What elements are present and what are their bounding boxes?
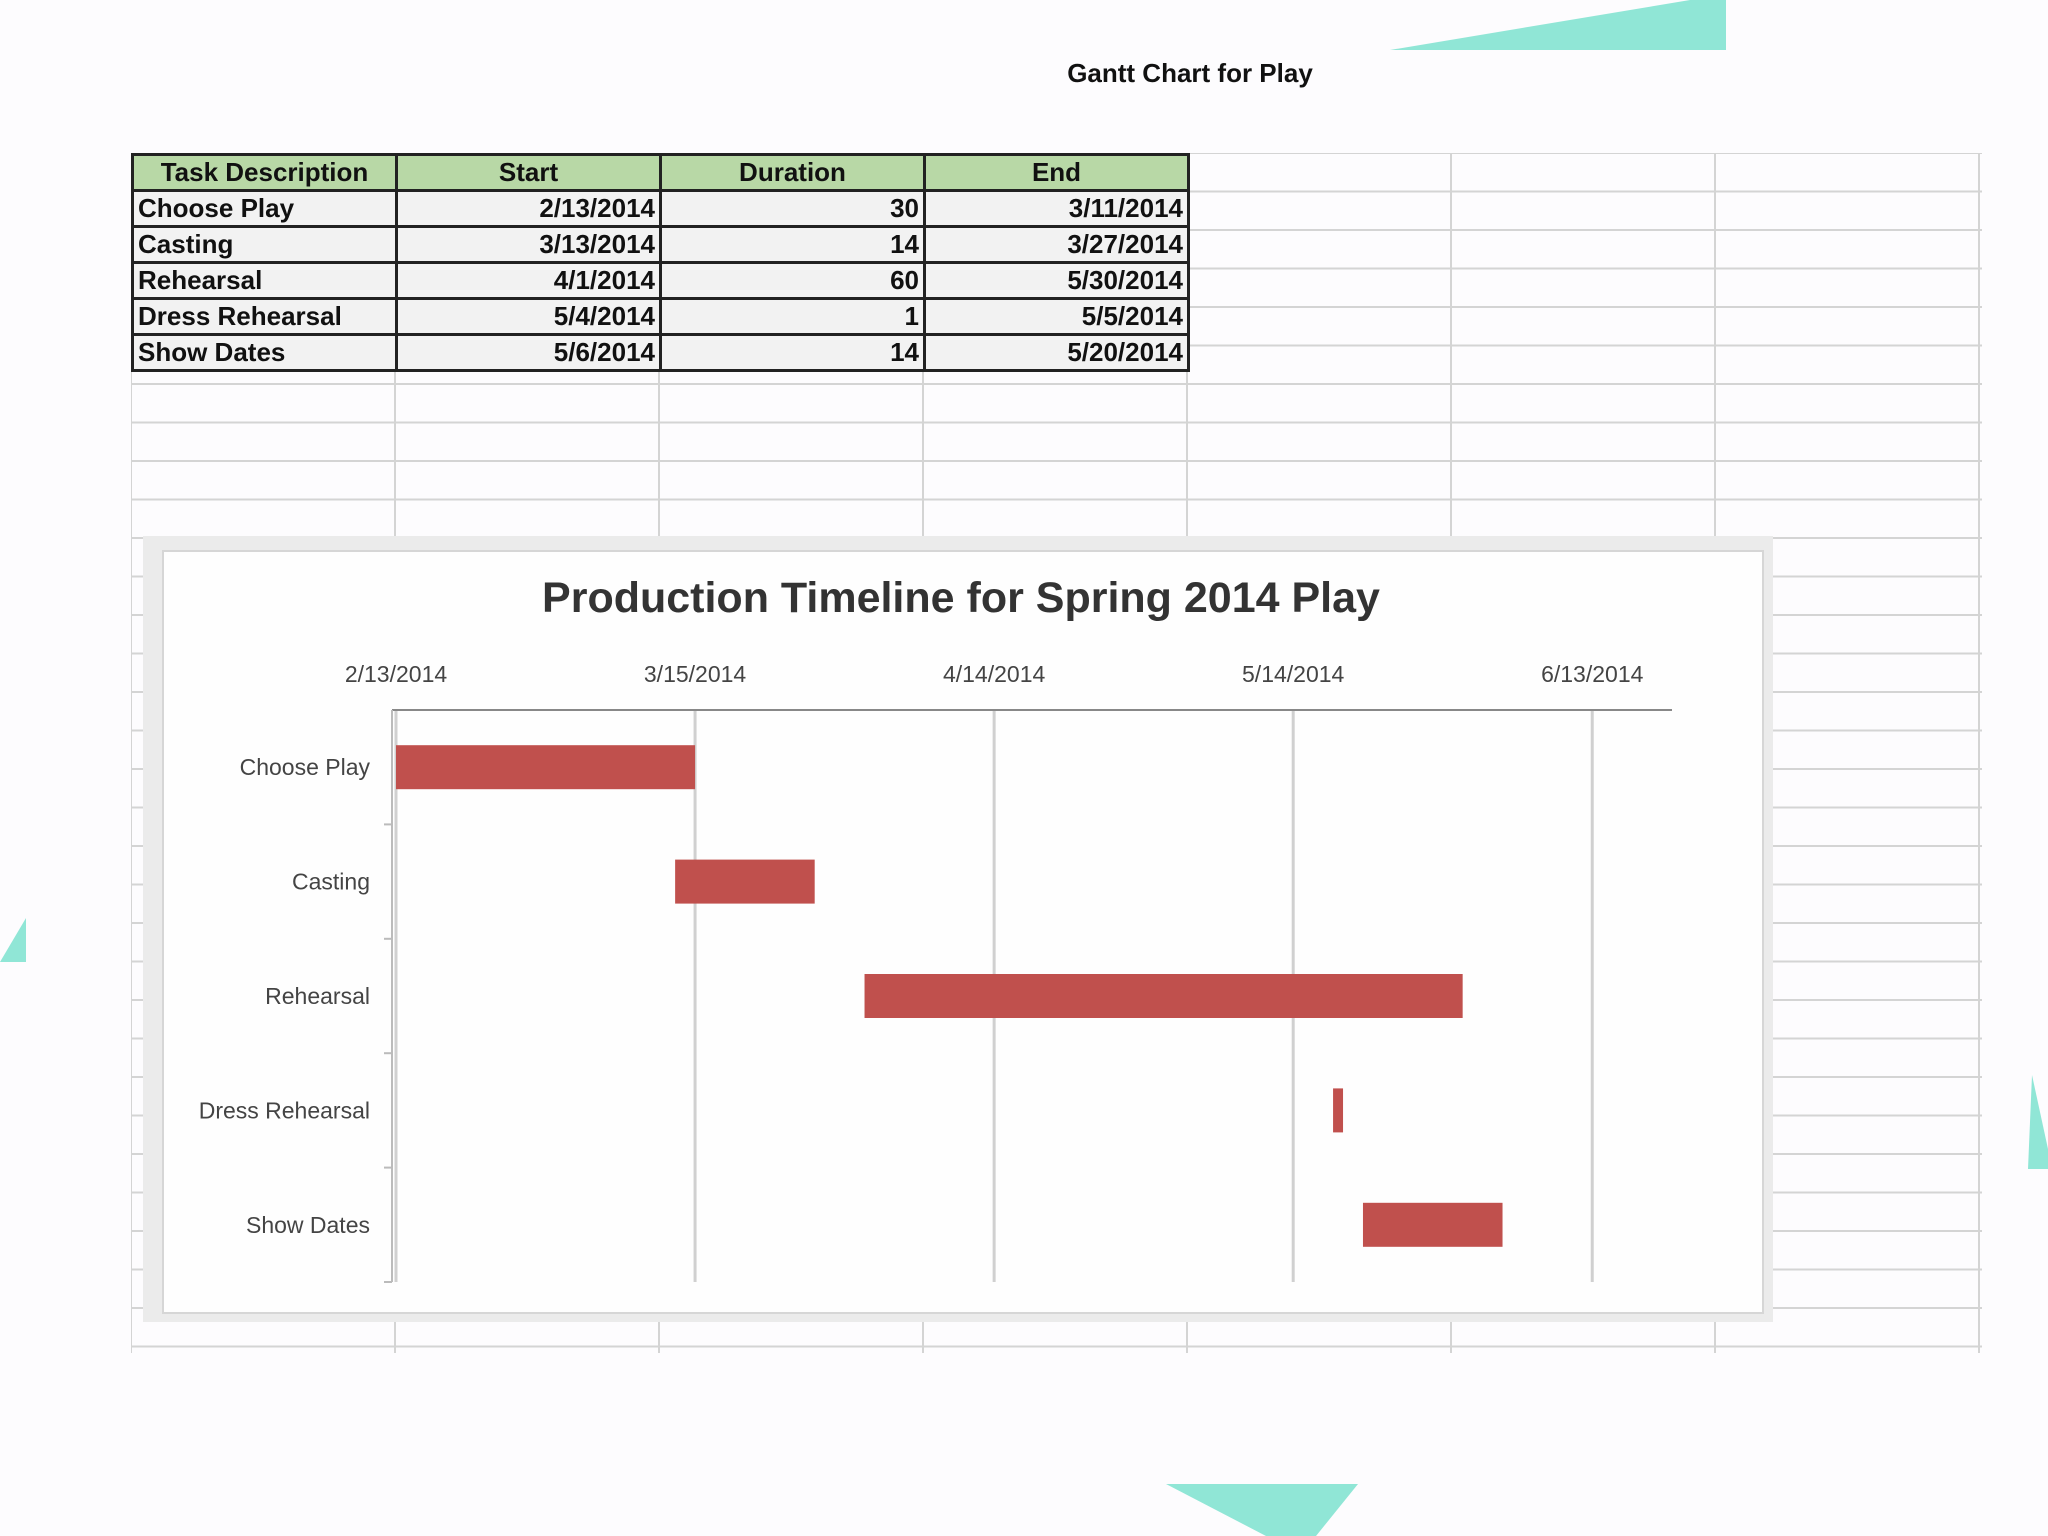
table-row: Choose Play 2/13/2014 30 3/11/2014 [131, 189, 1190, 228]
duration-cell[interactable]: 1 [659, 297, 926, 336]
start-cell[interactable]: 5/6/2014 [395, 333, 662, 372]
table-row: Show Dates 5/6/2014 14 5/20/2014 [131, 333, 1190, 372]
chart-title: Production Timeline for Spring 2014 Play [542, 574, 1380, 622]
header-duration: Duration [659, 153, 926, 192]
duration-cell[interactable]: 14 [659, 333, 926, 372]
end-cell[interactable]: 5/20/2014 [923, 333, 1190, 372]
header-start: Start [395, 153, 662, 192]
x-tick-label: 4/14/2014 [943, 661, 1046, 687]
gantt-bar[interactable] [1362, 1202, 1503, 1247]
end-cell[interactable]: 3/27/2014 [923, 225, 1190, 264]
chart-area[interactable] [162, 550, 1764, 1314]
start-cell[interactable]: 5/4/2014 [395, 297, 662, 336]
task-name-cell[interactable]: Casting [131, 225, 398, 264]
x-tick-label: 3/15/2014 [644, 661, 747, 687]
teal-decoration-bottom [1166, 1484, 1358, 1536]
header-task-description: Task Description [131, 153, 398, 192]
y-tick-label: Show Dates [246, 1212, 370, 1238]
start-cell[interactable]: 3/13/2014 [395, 225, 662, 264]
y-tick-label: Dress Rehearsal [199, 1097, 370, 1123]
end-cell[interactable]: 5/5/2014 [923, 297, 1190, 336]
gantt-bar[interactable] [864, 974, 1463, 1018]
duration-cell[interactable]: 30 [659, 189, 926, 228]
table-header-row: Task Description Start Duration End [131, 153, 1190, 192]
task-name-cell[interactable]: Show Dates [131, 333, 398, 372]
x-tick-label: 5/14/2014 [1242, 661, 1345, 687]
task-name-cell[interactable]: Dress Rehearsal [131, 297, 398, 336]
task-table: Task Description Start Duration End Choo… [131, 153, 1190, 372]
header-end: End [923, 153, 1190, 192]
start-cell[interactable]: 2/13/2014 [395, 189, 662, 228]
duration-cell[interactable]: 60 [659, 261, 926, 300]
gantt-bar[interactable] [675, 859, 815, 904]
table-row: Casting 3/13/2014 14 3/27/2014 [131, 225, 1190, 264]
end-cell[interactable]: 5/30/2014 [923, 261, 1190, 300]
x-tick-label: 2/13/2014 [345, 661, 448, 687]
x-tick-label: 6/13/2014 [1541, 661, 1644, 687]
duration-cell[interactable]: 14 [659, 225, 926, 264]
y-tick-label: Casting [292, 869, 370, 895]
gantt-bar[interactable] [396, 745, 696, 790]
start-cell[interactable]: 4/1/2014 [395, 261, 662, 300]
sheet-title: Gantt Chart for Play [1067, 58, 1313, 88]
table-row: Dress Rehearsal 5/4/2014 1 5/5/2014 [131, 297, 1190, 336]
teal-decoration-left [0, 918, 26, 962]
task-name-cell[interactable]: Choose Play [131, 189, 398, 228]
task-name-cell[interactable]: Rehearsal [131, 261, 398, 300]
gantt-bar[interactable] [1333, 1088, 1344, 1133]
y-tick-label: Rehearsal [265, 983, 370, 1009]
teal-decoration-right [2028, 1075, 2048, 1169]
teal-decoration-top [1390, 0, 1726, 50]
table-row: Rehearsal 4/1/2014 60 5/30/2014 [131, 261, 1190, 300]
y-tick-label: Choose Play [240, 754, 371, 780]
end-cell[interactable]: 3/11/2014 [923, 189, 1190, 228]
